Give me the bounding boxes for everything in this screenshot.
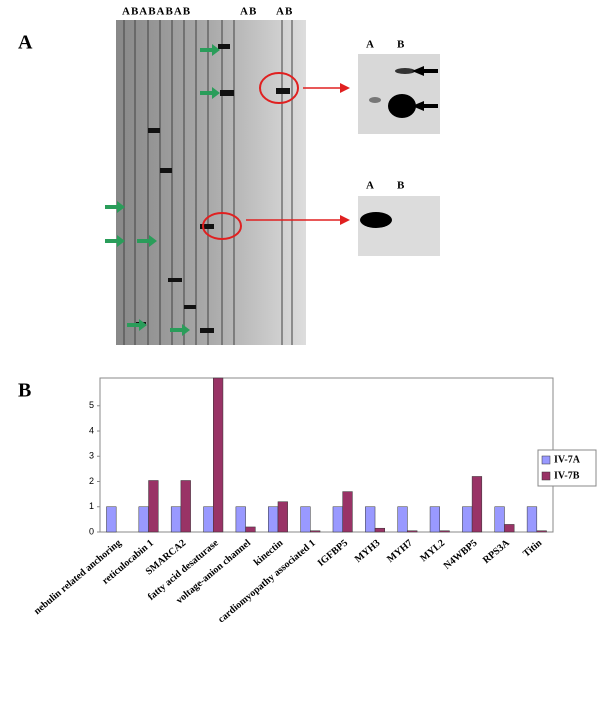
plot-frame: [99, 377, 554, 533]
inset-blot: [358, 54, 440, 134]
lane-labels: ABABABAB: [122, 6, 191, 18]
bar: [407, 530, 418, 533]
panel-label: A: [18, 32, 33, 54]
lane-labels: AB: [240, 6, 257, 18]
bar: [462, 506, 473, 533]
x-tick-label: MYL2: [418, 538, 447, 565]
inset-label: A: [366, 180, 375, 192]
bar: [170, 506, 182, 533]
bar: [536, 530, 547, 533]
bar: [397, 506, 408, 533]
y-tick-label: 2: [89, 476, 94, 486]
bar: [374, 527, 385, 533]
lane-labels: AB: [276, 6, 293, 18]
bar: [439, 530, 450, 533]
legend-swatch: [541, 455, 551, 465]
y-tick-label: 4: [89, 425, 94, 435]
inset-label: B: [397, 180, 405, 192]
x-tick-label: IGFBP5: [316, 538, 350, 569]
inset-label: B: [397, 39, 405, 51]
bar: [342, 491, 353, 533]
legend-label: IV-7B: [554, 470, 580, 481]
bar: [268, 506, 279, 533]
bar: [504, 524, 515, 533]
y-tick-label: 0: [89, 526, 94, 536]
bar: [471, 476, 483, 533]
y-tick-label: 1: [89, 501, 94, 511]
bar: [310, 530, 321, 533]
bar: [277, 501, 288, 533]
bar: [138, 506, 149, 533]
bar: [429, 506, 440, 533]
bar: [180, 480, 191, 533]
bar: [526, 506, 538, 533]
bar: [148, 480, 159, 533]
bar: [300, 506, 311, 533]
inset-label: A: [366, 39, 375, 51]
bar: [213, 377, 224, 533]
bar: [365, 506, 376, 533]
bar: [235, 506, 246, 533]
bar: [494, 506, 505, 533]
x-tick-label: N4WBP5: [442, 538, 480, 572]
bar: [245, 526, 256, 533]
bar: [106, 506, 117, 533]
y-tick-label: 5: [89, 400, 94, 410]
legend-swatch: [541, 471, 551, 481]
legend-label: IV-7A: [554, 454, 581, 465]
bar: [203, 506, 214, 533]
gel-image: [105, 20, 350, 345]
bar: [332, 506, 343, 533]
x-tick-label: MYH7: [385, 538, 415, 565]
panel-label: B: [18, 380, 31, 402]
x-tick-label: Titin: [521, 537, 544, 559]
x-tick-label: MYH3: [353, 538, 383, 565]
x-tick-label: RPS3A: [481, 537, 513, 566]
inset-blot: [358, 196, 440, 256]
y-tick-label: 3: [89, 451, 94, 461]
